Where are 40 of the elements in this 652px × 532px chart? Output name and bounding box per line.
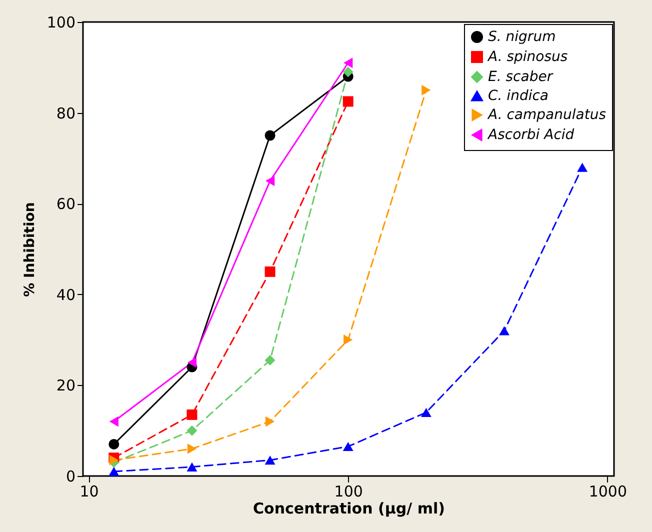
x-tick-label: 100 [334, 482, 363, 500]
legend-label: A. spinosus [487, 49, 568, 65]
x-axis-title: Concentration (µg/ ml) [253, 500, 445, 518]
y-tick-label: 80 [56, 104, 76, 122]
y-tick-label: 60 [56, 195, 76, 214]
x-tick-label: 1000 [588, 482, 628, 500]
y-axis-title: % Inhibition [22, 202, 38, 297]
y-tick-label: 0 [66, 468, 76, 486]
point [264, 456, 276, 465]
point [342, 442, 354, 452]
legend-label: A. campanulatus [487, 107, 606, 123]
point [266, 176, 275, 186]
point [342, 96, 354, 107]
point [264, 266, 276, 277]
point [422, 84, 431, 96]
point [420, 408, 432, 417]
point [344, 334, 353, 346]
legend-label: Ascorbi Acid [487, 127, 574, 143]
point [187, 444, 197, 454]
point [108, 438, 120, 450]
point [109, 416, 118, 427]
point [577, 162, 588, 172]
y-tick-label: 20 [56, 376, 76, 395]
point [186, 425, 198, 436]
point [266, 416, 275, 427]
point [498, 326, 510, 336]
point [186, 462, 198, 472]
point [342, 66, 354, 78]
y-tick-label: 40 [56, 286, 76, 304]
point [264, 130, 276, 141]
legend-label: C. indica [488, 88, 548, 104]
point [186, 409, 198, 420]
point [344, 58, 353, 68]
y-tick-label: 100 [46, 14, 76, 32]
point [187, 357, 197, 368]
x-tick-label: 10 [80, 482, 99, 500]
legend-label: S. nigrum [488, 29, 556, 45]
legend-label: E. scaber [488, 69, 554, 85]
point [108, 466, 120, 476]
point [264, 354, 276, 366]
